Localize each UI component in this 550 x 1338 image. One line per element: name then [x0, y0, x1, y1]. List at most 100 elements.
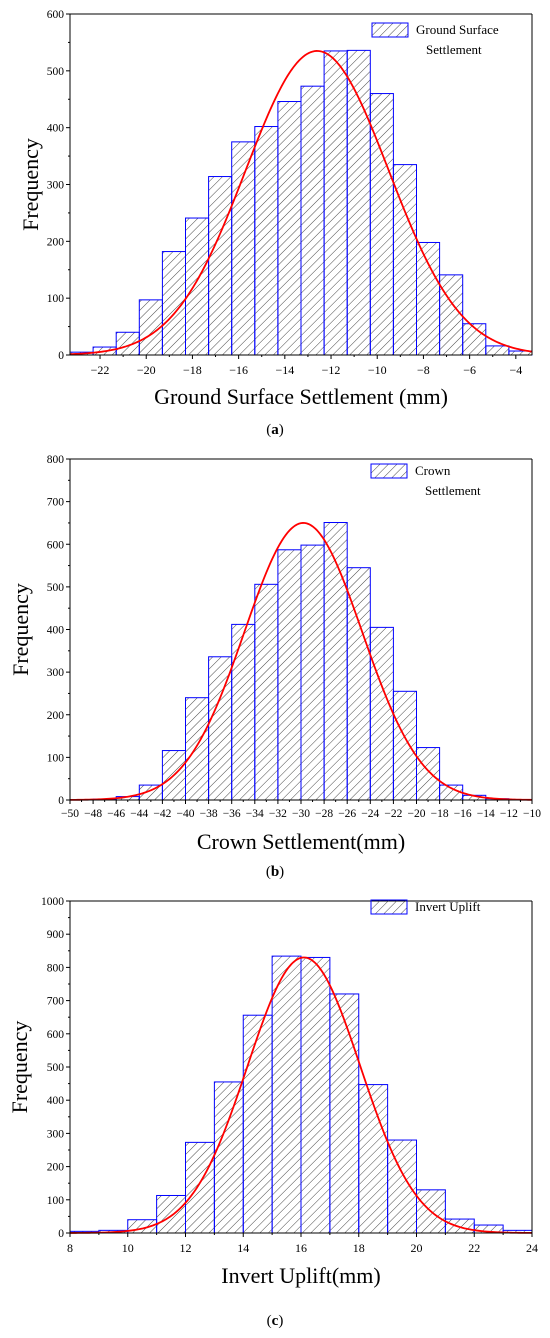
histogram-ground-surface-settlement: 0 100 200 300 400 500 600 −22 −20 −18 −16 −14 −12 −10… [18, 9, 533, 409]
y-tick-label: 100 [47, 752, 65, 764]
y-tick-label: 900 [47, 929, 65, 941]
panel-caption-c: (c) [266, 1313, 284, 1329]
histogram-bar [439, 274, 464, 356]
legend-label-line: Crown [415, 463, 451, 478]
y-tick-label: 700 [47, 996, 65, 1008]
histogram-bar [254, 126, 279, 356]
legend-swatch [371, 22, 409, 38]
chart-panel-a: 0 100 200 300 400 500 600 −22 −20 −18 −16 −14 −12 −10… [0, 0, 550, 445]
histogram-invert-uplift: 0 100 200 300 400 500 600 700 800 900 1000 8 10 12 14 1… [7, 896, 538, 1288]
histogram-bar [254, 583, 279, 801]
legend-swatch [370, 463, 408, 479]
histogram-bar [346, 567, 371, 801]
histogram-bar [185, 697, 210, 801]
y-tick-label: 200 [47, 236, 65, 248]
y-axis-label: Frequency [18, 138, 43, 231]
histogram-bar [369, 626, 394, 801]
x-tick-label: 14 [237, 1241, 249, 1255]
x-tick-label: −14 [477, 808, 495, 820]
x-tick-label: 10 [122, 1241, 134, 1255]
y-tick-label: 400 [47, 1095, 65, 1107]
y-tick-label: 300 [47, 180, 65, 192]
x-tick-label: −6 [463, 363, 476, 377]
histogram-bar [300, 544, 325, 801]
y-tick-label: 300 [47, 667, 65, 679]
x-tick-label: 20 [411, 1241, 423, 1255]
x-axis-label: Ground Surface Settlement (mm) [154, 384, 448, 409]
histogram-bar [231, 141, 256, 356]
x-tick-label: 12 [180, 1241, 192, 1255]
histogram-bar [277, 101, 302, 356]
x-tick-label: −12 [322, 363, 341, 377]
x-tick-label: −20 [408, 808, 426, 820]
histogram-crown-settlement: 0 100 200 300 400 500 600 700 800 −50 −48 −46 −44 −42… [8, 454, 541, 854]
x-tick-label: −18 [431, 808, 449, 820]
x-tick-label: −24 [361, 808, 379, 820]
y-tick-label: 1000 [41, 896, 64, 908]
x-tick-label: −20 [137, 363, 156, 377]
x-tick-label: −26 [338, 808, 356, 820]
y-tick-label: 500 [47, 1062, 65, 1074]
histogram-bar [416, 241, 441, 356]
y-tick-label: 700 [47, 497, 65, 509]
histogram-bar [329, 993, 360, 1234]
x-tick-label: 24 [526, 1241, 538, 1255]
x-tick-label: −40 [177, 808, 195, 820]
y-axis-label: Frequency [7, 1021, 32, 1114]
histogram-bar [416, 747, 441, 801]
x-tick-label: −34 [246, 808, 264, 820]
x-tick-label: −36 [223, 808, 241, 820]
x-tick-label: −22 [91, 363, 110, 377]
legend-label-line: Settlement [426, 42, 482, 57]
histogram-bar [231, 623, 256, 801]
x-tick-label: 16 [295, 1241, 307, 1255]
histogram-bar [300, 956, 331, 1234]
normal-fit-curve [69, 50, 533, 356]
histogram-bar [300, 85, 325, 356]
y-tick-label: 100 [47, 1195, 65, 1207]
histogram-bar [277, 549, 302, 801]
x-tick-label: −22 [384, 808, 402, 820]
legend-label-line: Settlement [425, 483, 481, 498]
x-tick-label: −42 [153, 808, 171, 820]
y-tick-label: 800 [47, 454, 65, 466]
histogram-bar [213, 1081, 244, 1234]
x-tick-label: 22 [468, 1241, 480, 1255]
x-tick-label: −18 [183, 363, 202, 377]
x-tick-label: −30 [292, 808, 310, 820]
histogram-bar [444, 1218, 475, 1234]
chart-panel-b: 0 100 200 300 400 500 600 700 800 −50 −48 −46 −44 −42… [0, 445, 550, 890]
y-tick-label: 600 [47, 1029, 65, 1041]
x-tick-label: −50 [61, 808, 79, 820]
y-tick-label: 0 [58, 795, 64, 807]
y-tick-label: 800 [47, 962, 65, 974]
histogram-bar [392, 690, 417, 801]
y-tick-label: 100 [47, 293, 65, 305]
y-tick-label: 500 [47, 582, 65, 594]
y-tick-label: 200 [47, 1162, 65, 1174]
x-tick-label: −8 [417, 363, 430, 377]
legend-label-line: Ground Surface [416, 22, 499, 37]
histogram-bar [323, 50, 348, 356]
histogram-bar [358, 1084, 389, 1234]
x-tick-label: −28 [315, 808, 333, 820]
histogram-bar [185, 1141, 215, 1234]
x-tick-label: −38 [200, 808, 218, 820]
y-axis-label: Frequency [8, 583, 33, 676]
normal-fit-curve [69, 522, 533, 801]
histogram-bar [208, 176, 233, 356]
legend-label-line: Invert Uplift [415, 899, 481, 914]
y-tick-label: 400 [47, 123, 65, 135]
x-tick-label: −16 [229, 363, 248, 377]
y-tick-label: 400 [47, 625, 65, 637]
histogram-bar [156, 1194, 186, 1234]
x-tick-label: −44 [130, 808, 148, 820]
x-axis-label: Invert Uplift(mm) [221, 1263, 380, 1288]
x-tick-label: −12 [500, 808, 518, 820]
y-tick-label: 200 [47, 710, 65, 722]
y-tick-label: 600 [47, 539, 65, 551]
histogram-bar [387, 1139, 417, 1234]
x-tick-label: −46 [107, 808, 125, 820]
x-tick-label: −4 [509, 363, 522, 377]
histogram-bar [485, 345, 510, 356]
